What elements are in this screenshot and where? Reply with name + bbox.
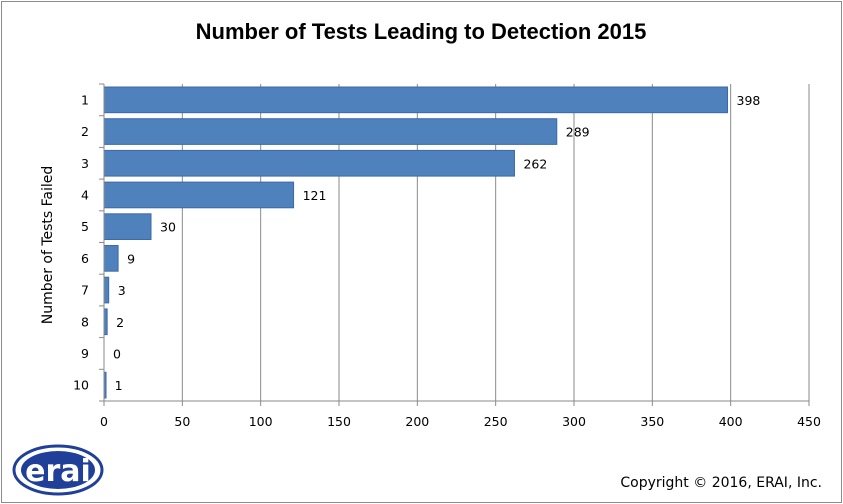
y-tick-label: 6: [81, 251, 89, 266]
x-tick-label: 200: [405, 414, 429, 429]
y-tick-label: 2: [81, 124, 89, 139]
y-tick-label: 1: [81, 92, 89, 107]
bar: [103, 213, 152, 240]
y-tick-label: 3: [81, 156, 89, 171]
data-labels: 398 289 262 121 30 9 3 2 0 1: [113, 93, 760, 393]
data-label: 1: [115, 378, 123, 393]
y-tick-label: 10: [73, 378, 89, 393]
data-label: 9: [127, 251, 135, 266]
x-tick-labels: 0 50 100 150 200 250 300 350 400 450: [100, 414, 821, 429]
chart-title: Number of Tests Leading to Detection 201…: [196, 19, 647, 44]
x-tick-label: 250: [484, 414, 508, 429]
data-label: 262: [523, 156, 547, 171]
x-tick-label: 150: [327, 414, 351, 429]
y-tick-label: 5: [81, 219, 89, 234]
copyright-text: Copyright © 2016, ERAI, Inc.: [620, 475, 822, 491]
data-label: 2: [116, 315, 124, 330]
erai-logo: erai: [12, 444, 104, 496]
data-label: 289: [566, 125, 590, 140]
y-tick-label: 7: [81, 283, 89, 298]
logo-inner-oval: [21, 451, 95, 489]
x-tick-label: 100: [249, 414, 273, 429]
bar: [103, 276, 110, 304]
axes: [99, 83, 810, 406]
x-tick-label: 400: [719, 414, 743, 429]
x-tick-label: 50: [174, 414, 190, 429]
y-tick-label: 8: [81, 314, 89, 329]
data-label: 30: [160, 220, 176, 235]
x-tick-label: 450: [797, 414, 821, 429]
data-label: 0: [113, 346, 121, 361]
x-tick-label: 350: [640, 414, 664, 429]
y-axis-label: Number of Tests Failed: [40, 166, 56, 325]
x-tick-label: 300: [562, 414, 586, 429]
x-tick-label: 0: [100, 414, 108, 429]
data-label: 398: [737, 93, 761, 108]
bar: [103, 149, 515, 177]
bar: [103, 245, 119, 272]
y-tick-label: 4: [81, 187, 89, 202]
y-tick-label: 9: [81, 346, 89, 361]
logo-text: erai: [25, 454, 91, 489]
bar: [103, 118, 558, 145]
bar: [103, 86, 729, 114]
data-label: 121: [303, 188, 327, 203]
y-tick-labels: 1 2 3 4 5 6 7 8 9 10: [73, 92, 89, 392]
bar: [103, 181, 295, 209]
data-label: 3: [118, 283, 126, 298]
bars: [103, 86, 729, 399]
